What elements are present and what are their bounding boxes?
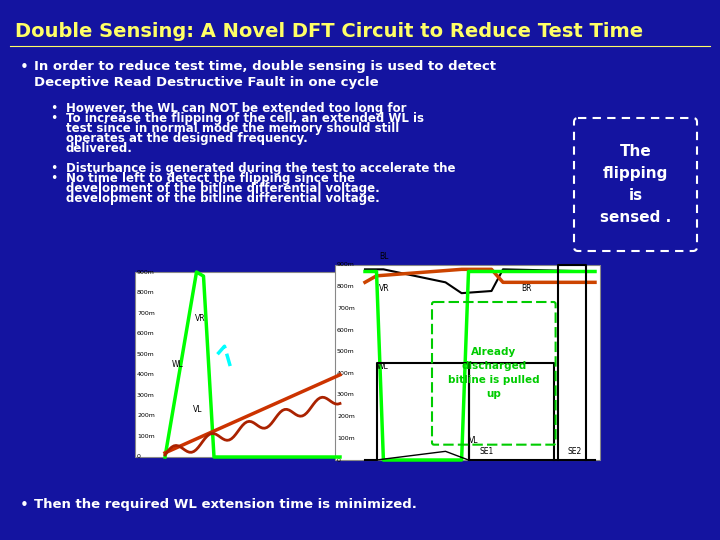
Text: 800m: 800m xyxy=(137,290,155,295)
Text: •: • xyxy=(50,162,58,175)
Text: 400m: 400m xyxy=(137,372,155,377)
Bar xyxy=(335,265,600,460)
Text: The
flipping
is
sensed .: The flipping is sensed . xyxy=(600,144,671,225)
Text: To increase the flipping of the cell, an extended WL is: To increase the flipping of the cell, an… xyxy=(66,112,424,125)
Text: 200m: 200m xyxy=(137,414,155,418)
Text: VR: VR xyxy=(379,284,390,293)
Text: 300m: 300m xyxy=(337,393,355,397)
Text: WL: WL xyxy=(172,360,184,369)
Text: 600m: 600m xyxy=(137,331,155,336)
Text: VL: VL xyxy=(469,436,478,444)
Text: development of the bitline differential voltage.: development of the bitline differential … xyxy=(66,192,379,205)
Text: VL: VL xyxy=(193,405,202,414)
Text: Disturbance is generated during the test to accelerate the: Disturbance is generated during the test… xyxy=(66,162,456,175)
Text: operates at the designed frequency.: operates at the designed frequency. xyxy=(66,132,307,145)
Text: delivered.: delivered. xyxy=(66,142,133,155)
Text: 700m: 700m xyxy=(137,310,155,315)
Text: 600m: 600m xyxy=(337,327,355,333)
Text: Deceptive Read Destructive Fault in one cycle: Deceptive Read Destructive Fault in one … xyxy=(34,76,379,89)
Text: Double Sensing: A Novel DFT Circuit to Reduce Test Time: Double Sensing: A Novel DFT Circuit to R… xyxy=(15,22,643,41)
Text: 900m: 900m xyxy=(337,262,355,267)
Text: However, the WL can NOT be extended too long for: However, the WL can NOT be extended too … xyxy=(66,102,407,115)
Text: •: • xyxy=(20,498,29,513)
Text: WL: WL xyxy=(377,362,388,371)
Text: 200m: 200m xyxy=(337,414,355,419)
Bar xyxy=(135,272,345,457)
Text: BL: BL xyxy=(379,252,388,261)
Text: •: • xyxy=(20,60,29,75)
Text: BR: BR xyxy=(521,284,532,293)
Text: 100m: 100m xyxy=(337,436,355,441)
Text: Then the required WL extension time is minimized.: Then the required WL extension time is m… xyxy=(34,498,417,511)
Text: In order to reduce test time, double sensing is used to detect: In order to reduce test time, double sen… xyxy=(34,60,496,73)
Text: 500m: 500m xyxy=(137,352,155,357)
FancyBboxPatch shape xyxy=(574,118,697,251)
Text: test since in normal mode the memory should still: test since in normal mode the memory sho… xyxy=(66,122,400,135)
Text: 700m: 700m xyxy=(337,306,355,311)
Text: 500m: 500m xyxy=(337,349,355,354)
Text: Already
discharged
bitline is pulled
up: Already discharged bitline is pulled up xyxy=(448,347,539,400)
Text: 300m: 300m xyxy=(137,393,155,398)
Text: SE1: SE1 xyxy=(480,447,494,456)
Text: No time left to detect the flipping since the: No time left to detect the flipping sinc… xyxy=(66,172,355,185)
Text: •: • xyxy=(50,102,58,115)
Text: 0: 0 xyxy=(137,455,141,460)
Text: •: • xyxy=(50,112,58,125)
Text: SE2: SE2 xyxy=(567,447,582,456)
Text: 800m: 800m xyxy=(337,284,355,289)
Text: development of the bitline differential voltage.: development of the bitline differential … xyxy=(66,182,379,195)
Text: •: • xyxy=(50,172,58,185)
Text: 400m: 400m xyxy=(337,371,355,376)
Text: 900m: 900m xyxy=(137,269,155,274)
Text: VR: VR xyxy=(194,314,205,323)
Text: 100m: 100m xyxy=(137,434,155,439)
Text: 0: 0 xyxy=(337,457,341,462)
